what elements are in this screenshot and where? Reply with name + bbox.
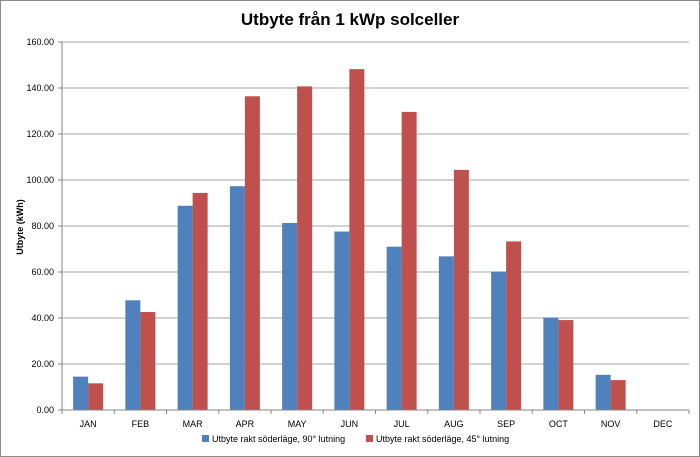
y-tick-label: 0.00 <box>36 405 54 415</box>
chart-title: Utbyte från 1 kWp solceller <box>241 10 460 29</box>
bar-mar-series-1 <box>177 205 193 410</box>
x-tick-label: APR <box>236 419 255 429</box>
bar-sep-series-1 <box>491 271 507 410</box>
bar-feb-series-1 <box>125 300 141 410</box>
gridlines <box>62 41 689 365</box>
legend-label-series-1: Utbyte rakt söderläge, 90° lutning <box>212 434 345 444</box>
bar-jun-series-2 <box>349 69 365 410</box>
bar-apr-series-1 <box>229 186 245 410</box>
bar-jan-series-1 <box>73 376 89 410</box>
x-tick-label: JUL <box>394 419 410 429</box>
bar-jul-series-2 <box>401 111 417 411</box>
x-tick-labels: JAN FEB MAR APR MAY JUN JUL AUG SEP OCT NOV DEC <box>80 419 673 429</box>
x-tick-label: SEP <box>497 419 515 429</box>
x-tick-label: FEB <box>132 419 150 429</box>
y-tick-labels: 0.00 20.00 40.00 60.00 80.00 100.00 120.00 140.… <box>26 37 54 415</box>
bar-jun-series-1 <box>334 231 350 410</box>
y-tick-label: 60.00 <box>31 267 54 277</box>
y-tick-label: 100.00 <box>26 175 54 185</box>
x-tick-label: MAY <box>288 419 307 429</box>
bar-oct-series-1 <box>543 317 559 410</box>
y-axis-label: Utbyte (kWh) <box>15 199 25 255</box>
bar-may-series-2 <box>297 86 313 410</box>
bar-oct-series-2 <box>558 320 574 410</box>
x-tick-label: JAN <box>80 419 97 429</box>
bar-nov-series-2 <box>610 380 626 410</box>
y-tick-label: 120.00 <box>26 129 54 139</box>
bar-sep-series-2 <box>506 241 522 410</box>
y-tick-label: 140.00 <box>26 83 54 93</box>
x-tick-label: AUG <box>444 419 464 429</box>
legend-swatch-series-1 <box>202 435 209 442</box>
x-tick-label: JUN <box>341 419 359 429</box>
x-tick-label: OCT <box>549 419 569 429</box>
legend-swatch-series-2 <box>366 435 373 442</box>
legend-label-series-2: Utbyte rakt söderläge, 45° lutning <box>376 434 509 444</box>
x-tick-label: MAR <box>183 419 204 429</box>
bar-mar-series-2 <box>192 192 208 410</box>
x-tick-label: DEC <box>653 419 673 429</box>
bar-jan-series-2 <box>88 383 104 410</box>
legend: Utbyte rakt söderläge, 90° lutning Utbyte… <box>202 434 509 444</box>
bar-jul-series-1 <box>386 246 402 410</box>
bar-nov-series-1 <box>595 374 611 410</box>
bar-may-series-1 <box>282 223 298 410</box>
axes <box>58 41 690 414</box>
y-tick-label: 20.00 <box>31 359 54 369</box>
bars <box>73 69 626 411</box>
x-tick-label: NOV <box>601 419 621 429</box>
y-tick-label: 80.00 <box>31 221 54 231</box>
bar-aug-series-1 <box>438 256 454 410</box>
bar-aug-series-2 <box>453 169 469 410</box>
y-tick-label: 40.00 <box>31 313 54 323</box>
y-tick-label: 160.00 <box>26 37 54 47</box>
bar-feb-series-2 <box>140 312 156 410</box>
bar-apr-series-2 <box>244 96 260 410</box>
